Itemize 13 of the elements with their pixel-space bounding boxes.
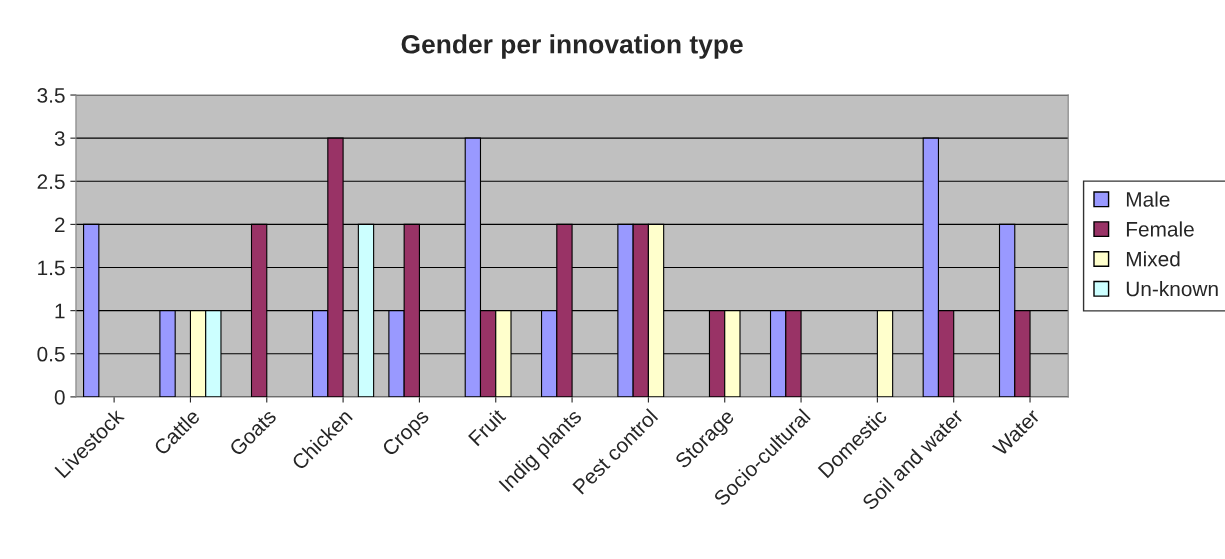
y-tick-label: 0.5 <box>37 346 65 362</box>
legend-label: Female <box>1126 221 1194 237</box>
legend-label: Male <box>1126 191 1170 207</box>
y-tick-label: 1 <box>55 303 65 319</box>
chart-title: Gender per innovation type <box>401 34 743 59</box>
y-tick-label: 2 <box>55 217 65 232</box>
y-tick-label: 3.5 <box>37 88 65 103</box>
legend-label: Un-known <box>1126 281 1218 297</box>
y-tick-label: 3 <box>54 131 65 146</box>
y-tick-label: 0 <box>54 389 65 405</box>
legend-label: Mixed <box>1126 251 1180 267</box>
y-tick-label: 2.5 <box>37 174 65 190</box>
y-tick-label: 1.5 <box>38 260 65 276</box>
